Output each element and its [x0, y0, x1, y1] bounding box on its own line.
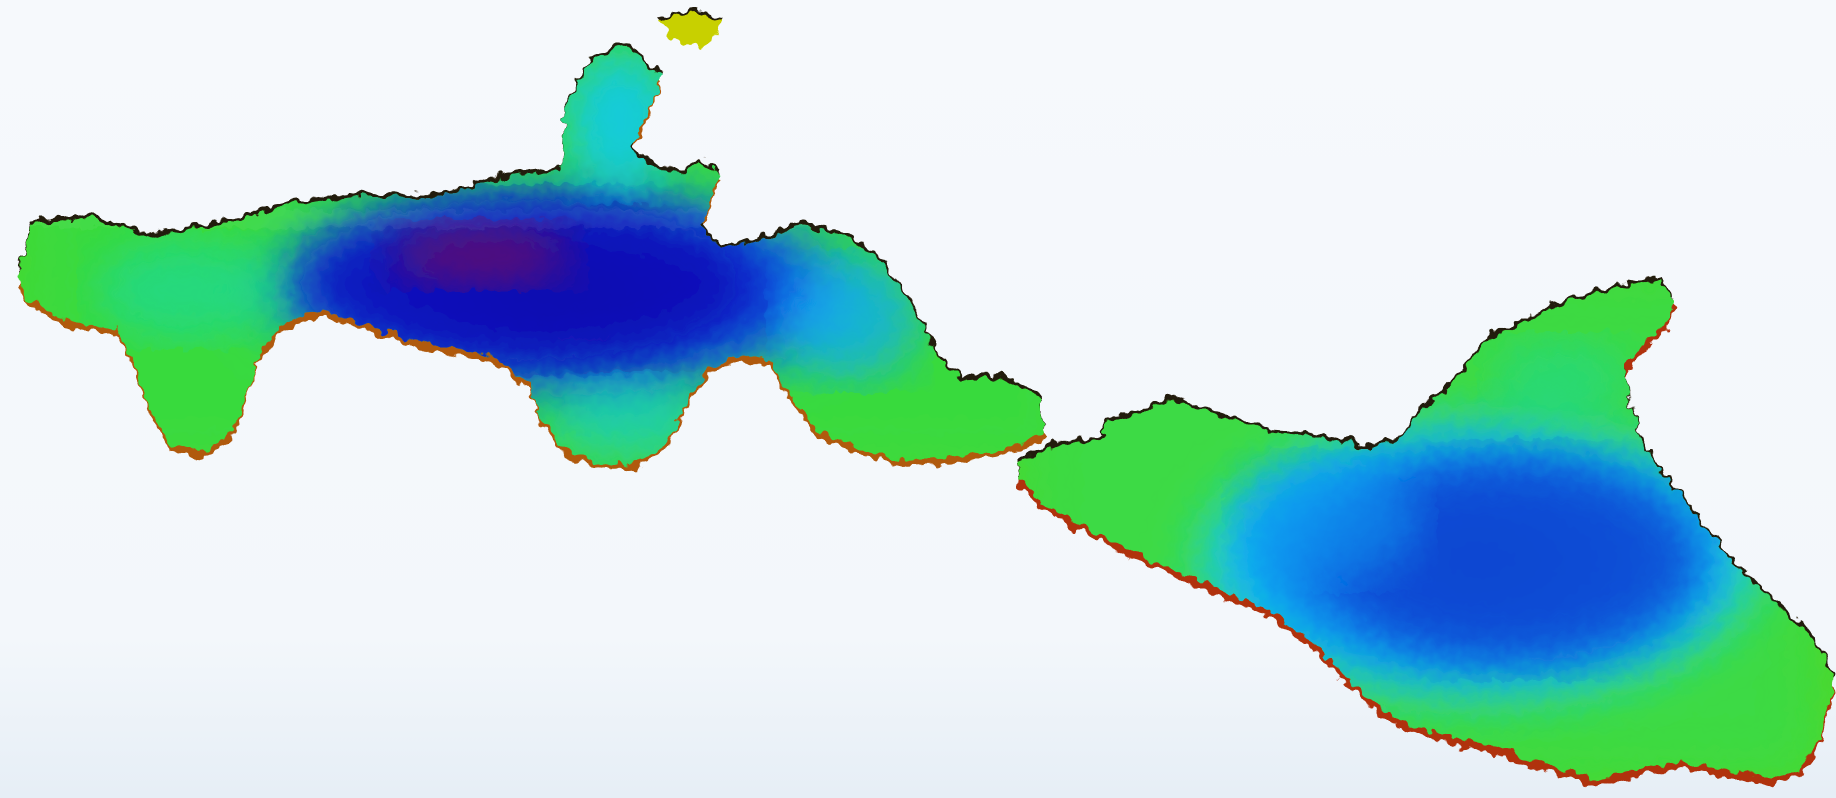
- west-basin[interactable]: [0, 0, 1100, 500]
- east-basin[interactable]: [1000, 250, 1836, 798]
- west-islet[interactable]: [658, 9, 722, 48]
